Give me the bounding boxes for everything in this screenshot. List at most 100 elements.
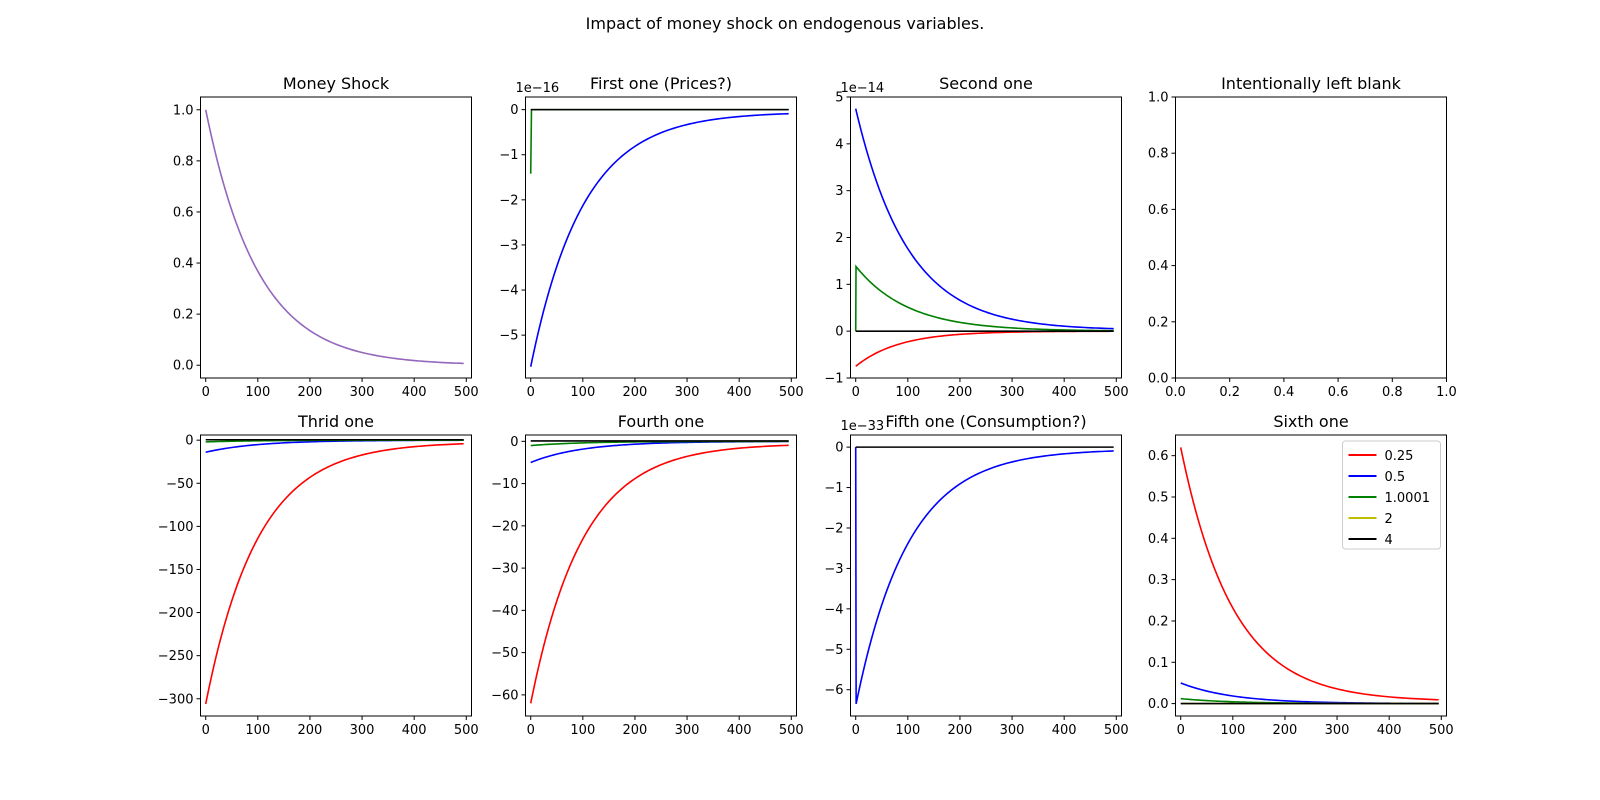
y-tick-label: 0.0 — [173, 359, 194, 374]
series-group — [529, 108, 789, 367]
x-tick-label: 300 — [1000, 385, 1025, 400]
x-tick-label: 200 — [1273, 723, 1298, 738]
y-tick-label: −2 — [499, 193, 518, 208]
x-tick-label: 300 — [350, 385, 375, 400]
x-tick-label: 500 — [779, 723, 804, 738]
y-tick-label: −40 — [491, 604, 518, 619]
x-tick-label: 0.8 — [1382, 385, 1403, 400]
x-tick-label: 400 — [1052, 385, 1077, 400]
x-tick-label: 300 — [1325, 723, 1350, 738]
x-tick-label: 400 — [727, 385, 752, 400]
series-group — [204, 438, 464, 705]
legend-frame — [1342, 440, 1441, 550]
y-tick-label: −4 — [824, 602, 843, 617]
axes-frame — [1175, 434, 1447, 717]
y-tick-label: 0.8 — [1148, 147, 1169, 162]
series-line-0_5 — [1180, 682, 1439, 705]
axes-frame — [525, 434, 797, 717]
x-tick-label: 500 — [1104, 385, 1129, 400]
subplot-5: 0 100 200 300 400 500 0 −50 −100 −150 −200 −250 −300… — [158, 412, 479, 738]
subplot-1: 0 100 200 300 400 500 0.0 0.2 0.4 0.6 0.8 1.0 Money … — [173, 74, 479, 400]
subplot-title: First one (Prices?) — [590, 74, 732, 93]
series-line-0_5 — [854, 447, 1114, 705]
y-tick-label: −150 — [158, 563, 194, 578]
y-tick-label: 0.2 — [173, 308, 194, 323]
series-line-0_5 — [530, 440, 789, 464]
x-tick-label: 200 — [298, 385, 323, 400]
x-tick-label: 100 — [895, 723, 920, 738]
y-tick-label: 4 — [835, 137, 843, 152]
series-line-0_5 — [529, 112, 789, 367]
x-tick-label: 0.4 — [1274, 385, 1295, 400]
y-tick-label: 1.0 — [1148, 91, 1169, 106]
x-tick-label: 100 — [570, 723, 595, 738]
axes-frame — [850, 434, 1122, 717]
series-line-0_25 — [204, 442, 464, 705]
subplot-title: Thrid one — [297, 412, 374, 431]
subplot-2: 0 100 200 300 400 500 0 −1 −2 −3 −4 −5 First one (Pr… — [499, 74, 803, 400]
legend: 0.25 0.5 1.0001 2 4 — [1342, 440, 1441, 550]
x-tick-label: 100 — [245, 385, 270, 400]
y-tick-label: −4 — [499, 284, 518, 299]
x-tick-label: 400 — [1052, 723, 1077, 738]
y-tick-label: −10 — [491, 477, 518, 492]
legend-label: 1.0001 — [1385, 491, 1431, 506]
x-tick-label: 200 — [623, 723, 648, 738]
subplot-title: Fourth one — [618, 412, 704, 431]
subplot-3: 0 100 200 300 400 500 −1 0 1 2 3 4 5 Second one 1e−14 — [824, 74, 1128, 400]
y-tick-label: −5 — [824, 643, 843, 658]
y-tick-label: 0.4 — [173, 257, 194, 272]
y-tick-label: 0.2 — [1148, 315, 1169, 330]
y-tick-label: 0.8 — [173, 154, 194, 169]
y-tick-label: 0.0 — [1148, 697, 1169, 712]
axes-frame — [1175, 96, 1447, 379]
y-tick-label: 0.2 — [1148, 614, 1169, 629]
subplot-4: 0.0 0.2 0.4 0.6 0.8 1.0 0.0 0.2 0.4 0.6 0.8 1.0 Inte… — [1148, 74, 1457, 400]
subplot-title: Fifth one (Consumption?) — [885, 412, 1086, 431]
y-tick-label: 0.6 — [173, 205, 194, 220]
subplot-title: Intentionally left blank — [1221, 74, 1402, 93]
x-tick-label: 0 — [852, 723, 860, 738]
series-line-0_25 — [1179, 447, 1439, 701]
y-tick-label: −60 — [491, 688, 518, 703]
y-tick-label: −2 — [824, 521, 843, 536]
axes-frame — [200, 96, 472, 379]
subplot-title: Sixth one — [1273, 412, 1348, 431]
series-group — [854, 446, 1114, 705]
series-line-money-shock — [204, 109, 464, 365]
x-tick-label: 100 — [570, 385, 595, 400]
y-tick-label: −100 — [158, 520, 194, 535]
y-tick-label: −1 — [824, 481, 843, 496]
y-tick-label: 0.0 — [1148, 372, 1169, 387]
y-tick-label: 0 — [510, 103, 518, 118]
x-tick-label: 400 — [727, 723, 752, 738]
y-tick-label: 0 — [185, 434, 193, 449]
y-tick-label: 0.3 — [1148, 573, 1169, 588]
subplot-title: Second one — [939, 74, 1033, 93]
series-line-1_0001 — [529, 108, 789, 174]
x-tick-label: 500 — [779, 385, 804, 400]
x-tick-label: 0.0 — [1165, 385, 1186, 400]
axes-frame — [200, 434, 472, 717]
x-tick-label: 400 — [1377, 723, 1402, 738]
x-tick-label: 100 — [245, 723, 270, 738]
series-line-0_25 — [529, 444, 789, 704]
x-tick-label: 500 — [1429, 723, 1454, 738]
subplot-7: 0 100 200 300 400 500 0 −1 −2 −3 −4 −5 −6 Fifth one (… — [824, 412, 1128, 738]
y-tick-label: 0 — [510, 435, 518, 450]
legend-label: 2 — [1385, 512, 1393, 527]
series-group — [204, 109, 464, 365]
series-line-0_25 — [855, 330, 1114, 367]
series-group — [854, 108, 1114, 367]
y-tick-label: 0.4 — [1148, 532, 1169, 547]
y-tick-label: 2 — [835, 231, 843, 246]
y-tick-label: −3 — [824, 562, 843, 577]
y-tick-label: −50 — [491, 646, 518, 661]
x-tick-label: 0 — [527, 385, 535, 400]
series-group — [529, 440, 789, 704]
series-line-1_0001 — [854, 264, 1114, 332]
x-tick-label: 0 — [202, 385, 210, 400]
y-tick-label: −6 — [824, 683, 843, 698]
y-tick-label: 3 — [835, 184, 843, 199]
